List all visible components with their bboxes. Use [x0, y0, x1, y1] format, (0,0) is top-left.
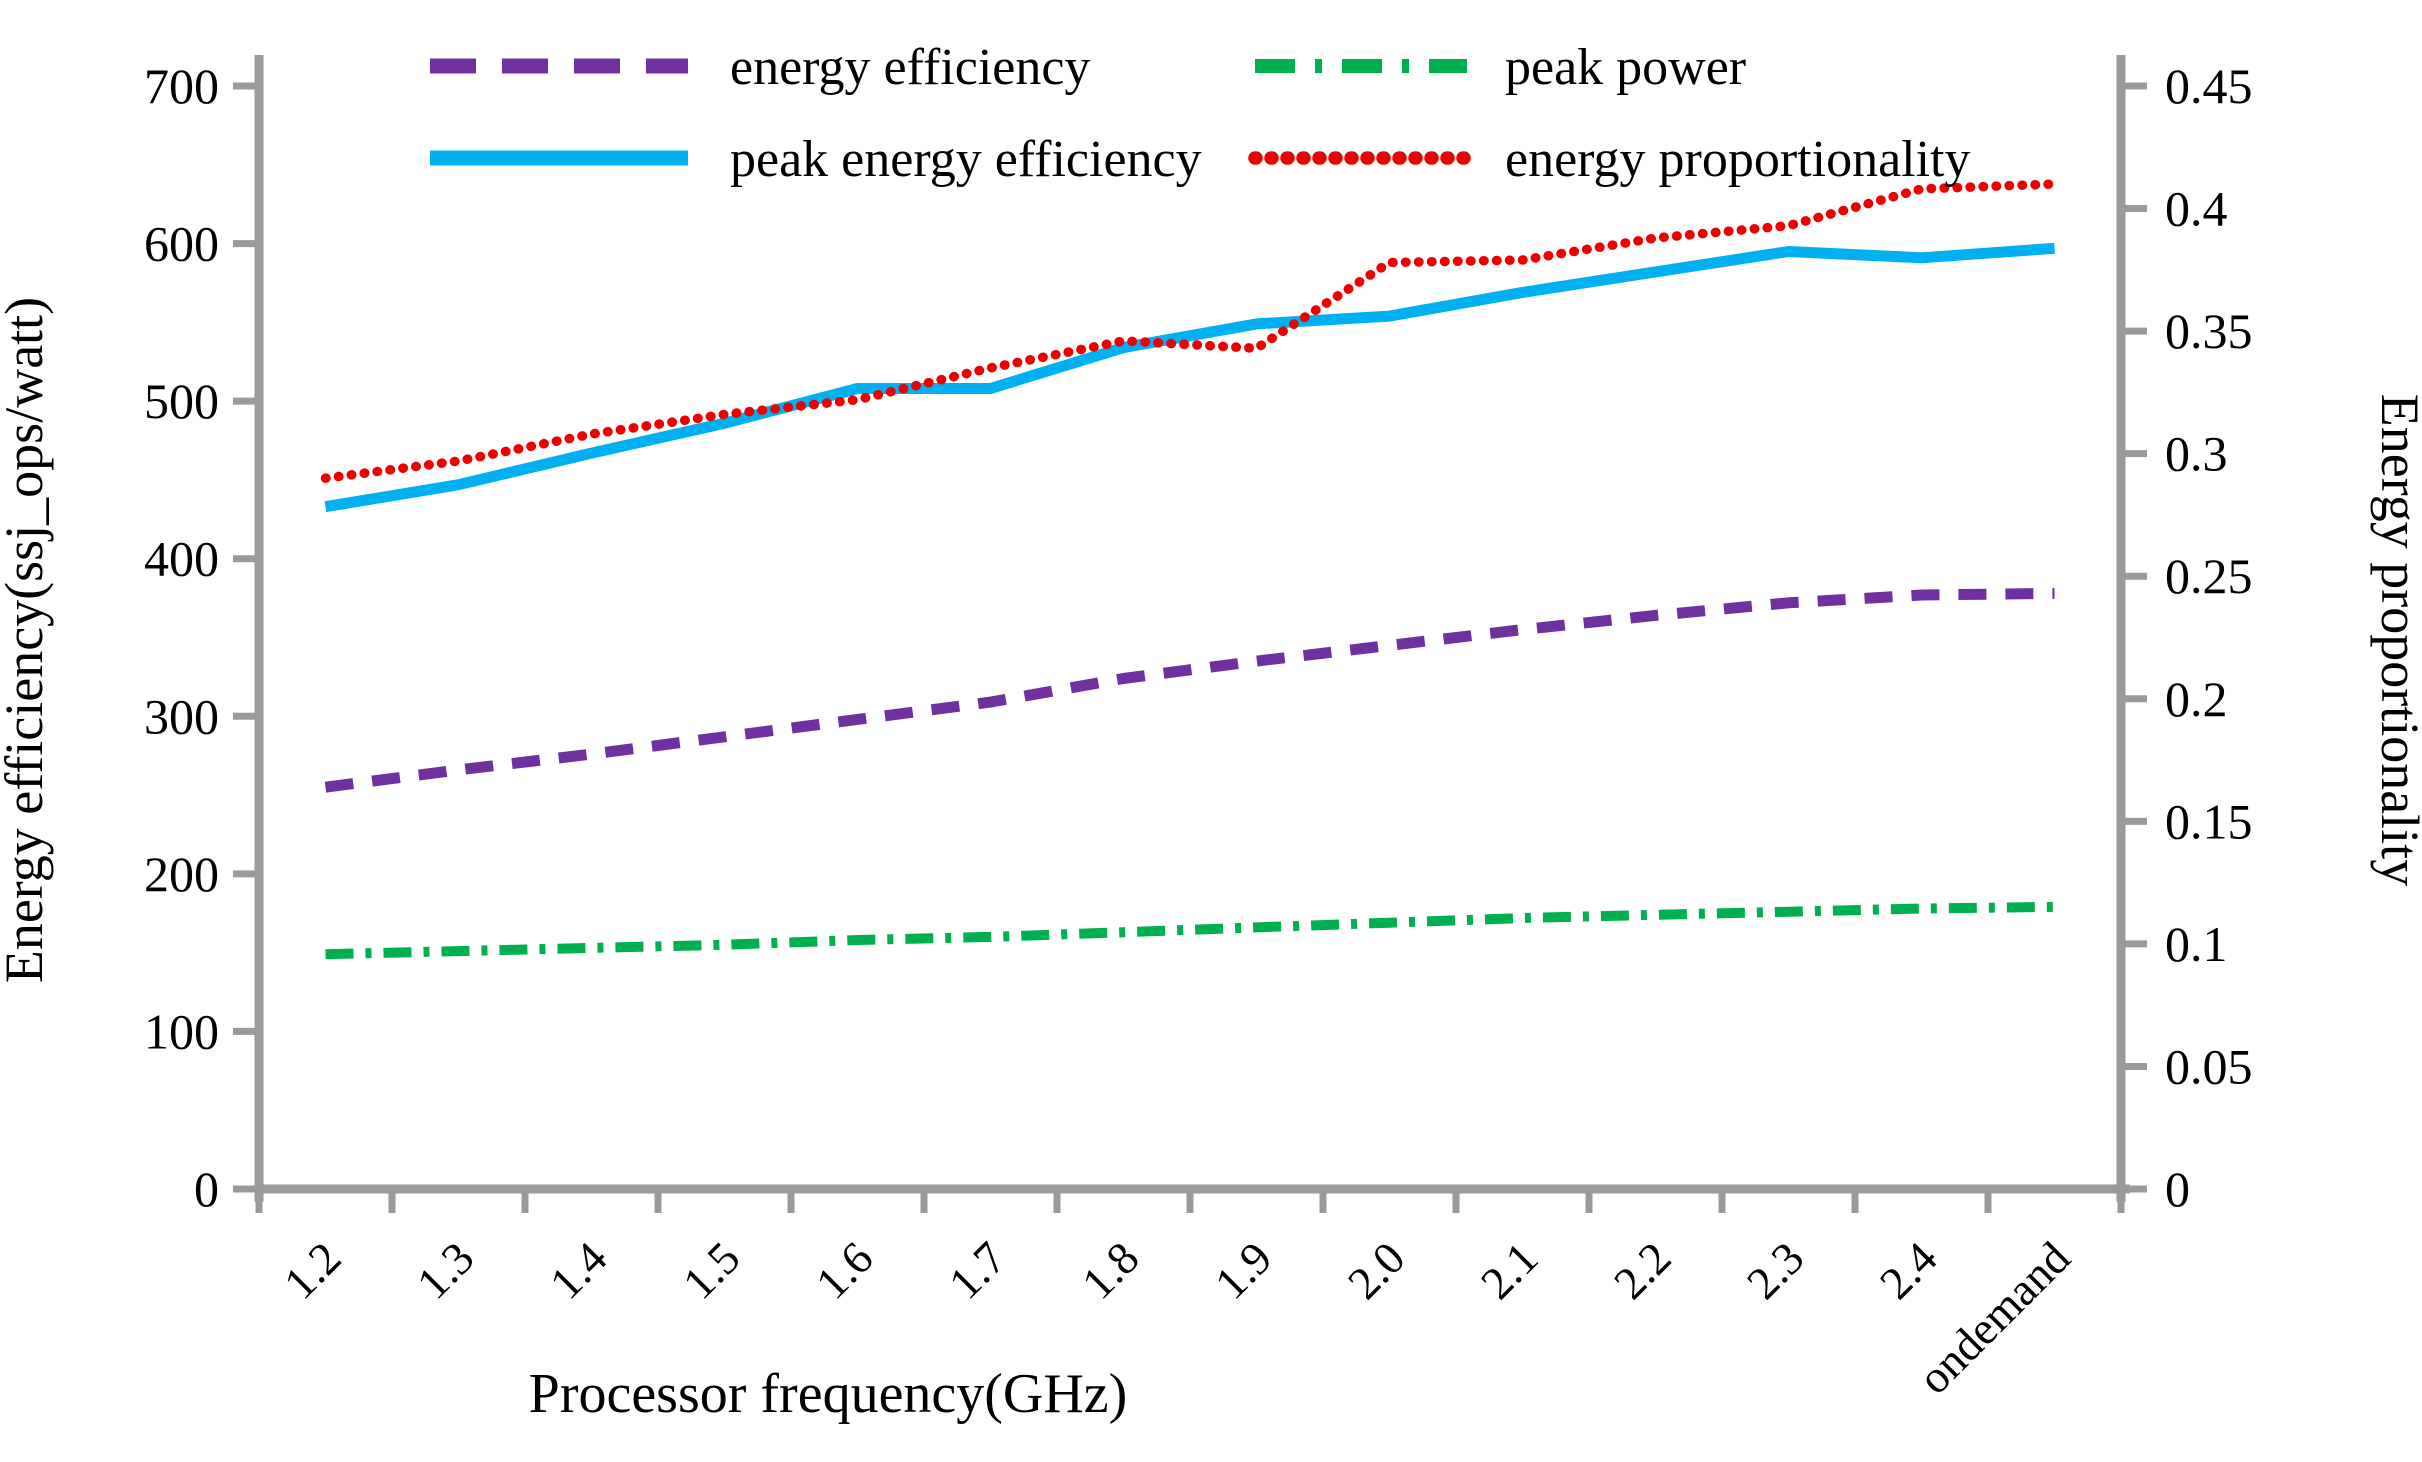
legend-item-energy-efficiency: energy efficiency [430, 39, 1090, 96]
x-category-label: 2.4 [1870, 1232, 1947, 1309]
y-right-tick-label: 0.15 [2165, 793, 2253, 849]
legend-item-peak-energy-efficiency: peak energy efficiency [430, 131, 1202, 188]
legend: energy efficiency peak energy efficiency p… [430, 39, 1971, 188]
x-category-label: 1.5 [673, 1232, 750, 1309]
y-right-tick-label: 0.35 [2165, 303, 2253, 359]
legend-label: peak energy efficiency [730, 131, 1202, 188]
legend-label: energy efficiency [730, 39, 1090, 96]
y-left-tick-label: 0 [194, 1161, 219, 1217]
axes [254, 55, 2130, 1202]
x-category-label: 1.8 [1072, 1232, 1149, 1309]
y-left-tick-label: 700 [144, 58, 219, 114]
y-right-tick-label: 0.3 [2165, 426, 2228, 482]
x-axis-title: Processor frequency(GHz) [529, 1363, 1128, 1425]
legend-label: energy proportionality [1505, 131, 1971, 188]
x-category-label: 1.6 [806, 1232, 883, 1309]
legend-item-peak-power: peak power [1255, 39, 1746, 96]
y-right-tick-label: 0.2 [2165, 671, 2228, 727]
y-axis-right-title: Energy proportionality [2370, 394, 2422, 886]
x-category-label: 1.9 [1205, 1232, 1282, 1309]
legend-item-energy-proportionality: energy proportionality [1248, 131, 1971, 188]
y-left-tick-label: 500 [144, 373, 219, 429]
y-right-tick-label: 0.1 [2165, 916, 2228, 972]
y-left-tick-label: 200 [144, 846, 219, 902]
legend-label: peak power [1505, 39, 1746, 96]
y-right-tick-label: 0.25 [2165, 548, 2253, 604]
series-peak-energy-efficiency [324, 242, 2055, 513]
y-left-tick-label: 300 [144, 688, 219, 744]
x-category-label: 1.4 [540, 1232, 617, 1309]
x-category-label: 1.3 [407, 1232, 484, 1309]
y-right-tick-label: 0 [2165, 1161, 2190, 1217]
x-category-label: 1.2 [274, 1232, 351, 1309]
y-left-tick-label: 600 [144, 216, 219, 272]
y-axis-left: 700 600 500 400 300 200 100 0 [144, 58, 259, 1217]
y-axis-left-title: Energy efficiency(ssj_ops/watt) [0, 297, 54, 983]
series-peak-power [325, 901, 2055, 960]
y-right-tick-label: 0.4 [2165, 181, 2228, 237]
y-left-tick-label: 400 [144, 531, 219, 587]
series-energy-proportionality [320, 179, 2060, 483]
x-category-label: 1.7 [939, 1232, 1016, 1309]
x-category-label: 2.0 [1338, 1232, 1415, 1309]
y-axis-right: 0.45 0.4 0.35 0.3 0.25 0.2 0.15 0.1 0.05 0 [2121, 58, 2253, 1217]
x-category-label: 2.1 [1471, 1232, 1548, 1309]
y-right-tick-label: 0.05 [2165, 1038, 2253, 1094]
x-category-label: 2.2 [1604, 1232, 1681, 1309]
y-right-tick-label: 0.45 [2165, 58, 2253, 114]
y-left-tick-label: 100 [144, 1003, 219, 1059]
series-energy-efficiency [324, 587, 2055, 793]
x-category-label: 2.3 [1737, 1232, 1814, 1309]
